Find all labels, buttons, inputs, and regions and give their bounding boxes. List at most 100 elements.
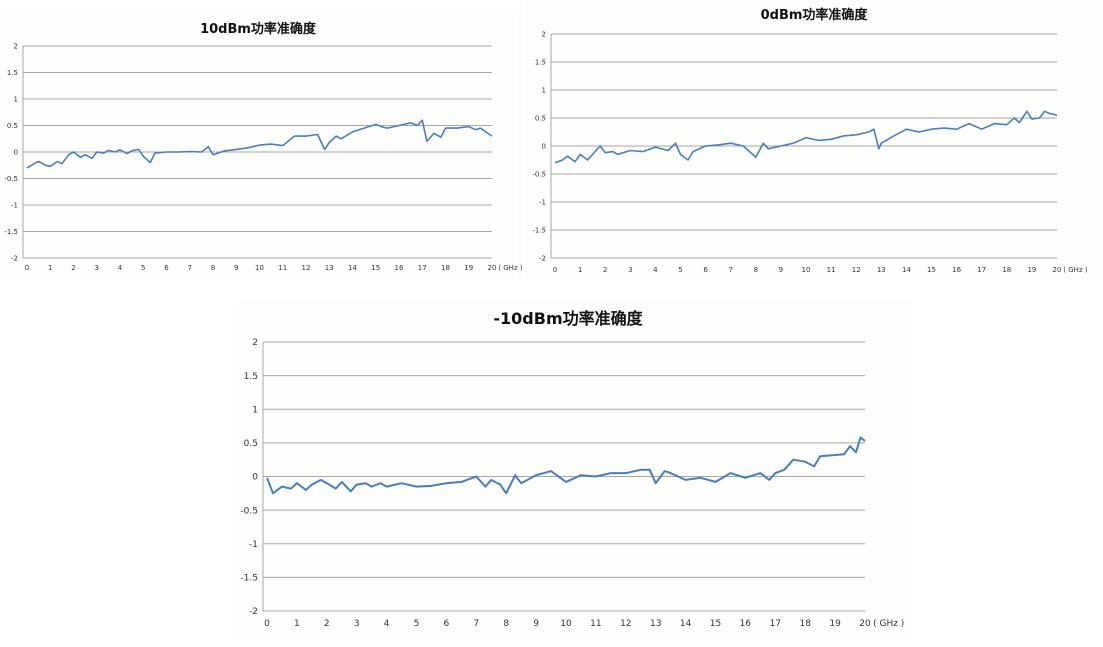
x-tick-label: 15 (710, 619, 721, 629)
x-tick-label: 7 (188, 264, 192, 272)
y-tick-label: -0.5 (4, 175, 18, 183)
y-tick-label: -1 (11, 201, 18, 209)
x-tick-label: 10 (255, 264, 264, 272)
x-axis-unit: ( GHz ) (498, 264, 523, 272)
x-tick-label: 3 (628, 266, 632, 274)
chart-2-title: 0dBm功率准确度 (760, 8, 868, 23)
x-tick-label: 8 (211, 264, 215, 272)
y-tick-label: 1.5 (7, 69, 18, 77)
chart-3-background (236, 300, 912, 640)
y-tick-label: -2 (539, 254, 546, 262)
x-tick-label: 11 (827, 266, 836, 274)
y-tick-label: 1 (14, 95, 18, 103)
x-tick-label: 11 (278, 264, 287, 272)
x-tick-label: 1 (48, 264, 52, 272)
x-tick-label: 19 (829, 619, 841, 629)
x-tick-label: 13 (877, 266, 886, 274)
x-tick-label: 3 (354, 619, 360, 629)
x-tick-label: 9 (234, 264, 238, 272)
x-tick-label: 4 (653, 266, 658, 274)
y-tick-label: -2 (11, 254, 18, 262)
x-tick-label: 15 (371, 264, 380, 272)
x-tick-label: 10 (802, 266, 811, 274)
series-line (266, 436, 866, 495)
x-tick-label: 15 (927, 266, 936, 274)
y-tick-label: 1 (252, 405, 258, 415)
y-tick-label: 0.5 (244, 439, 258, 449)
x-tick-label: 12 (620, 619, 631, 629)
y-tick-label: 2 (252, 338, 258, 348)
y-tick-label: -0.5 (532, 170, 546, 178)
y-tick-label: 1.5 (244, 372, 258, 382)
x-tick-label: 0 (25, 264, 29, 272)
y-tick-label: 1.5 (535, 58, 546, 66)
y-tick-label: 2 (14, 42, 18, 50)
x-tick-label: 6 (444, 619, 450, 629)
chart-2: 21.510.50-0.5-1-1.5-20 1 2 3 4 5 6 7 8 9 10 11 12 13 1… (532, 30, 1088, 274)
x-tick-label: 6 (164, 264, 169, 272)
x-tick-label: 17 (770, 619, 781, 629)
x-tick-label: 11 (590, 619, 601, 629)
x-tick-label: 2 (603, 266, 607, 274)
x-tick-label: 8 (754, 266, 758, 274)
x-tick-label: 1 (294, 619, 300, 629)
y-tick-label: -1 (539, 198, 546, 206)
y-tick-label: 0.5 (535, 114, 546, 122)
x-tick-label: 5 (141, 264, 145, 272)
x-tick-label: 16 (740, 619, 752, 629)
x-tick-label: 2 (324, 619, 330, 629)
x-tick-label: 18 (1002, 266, 1011, 274)
y-tick-label: -2 (249, 607, 258, 617)
x-tick-label: 9 (533, 619, 539, 629)
chart-3-title: -10dBm功率准确度 (493, 309, 643, 328)
chart-1: 21.510.50-0.5-1-1.5-20 1 2 3 4 5 6 7 8 9 10 11 12 13 1… (4, 42, 523, 272)
x-tick-label: 19 (464, 264, 473, 272)
y-tick-label: 0 (14, 148, 18, 156)
series-line (26, 119, 493, 169)
x-tick-label: 14 (902, 266, 911, 274)
x-tick-label: 18 (799, 619, 811, 629)
x-tick-label: 0 (553, 266, 557, 274)
x-tick-label: 5 (414, 619, 420, 629)
chart-3: 21.510.50-0.5-1-1.5-20 1 2 3 4 5 6 7 8 9 10 11 12 13 1… (240, 338, 904, 629)
x-tick-label: 8 (503, 619, 509, 629)
x-tick-label: 16 (952, 266, 961, 274)
x-tick-label: 2 (71, 264, 75, 272)
x-tick-label: 19 (1027, 266, 1036, 274)
y-tick-label: 1 (542, 86, 546, 94)
x-tick-label: 20 (859, 619, 871, 629)
x-axis-unit: ( GHz ) (1063, 266, 1088, 274)
x-tick-label: 6 (703, 266, 708, 274)
x-tick-label: 4 (118, 264, 123, 272)
x-tick-label: 14 (680, 619, 692, 629)
x-tick-label: 4 (384, 619, 390, 629)
y-tick-label: 0 (252, 473, 258, 483)
chart-1-title: 10dBm功率准确度 (200, 22, 316, 37)
x-tick-label: 18 (441, 264, 450, 272)
x-tick-label: 9 (779, 266, 783, 274)
x-tick-label: 13 (650, 619, 661, 629)
y-tick-label: 0 (542, 142, 546, 150)
x-tick-label: 12 (852, 266, 861, 274)
x-tick-label: 20 (488, 264, 497, 272)
x-tick-label: 12 (302, 264, 311, 272)
y-tick-label: 0.5 (7, 122, 18, 130)
x-tick-label: 14 (348, 264, 357, 272)
x-tick-label: 7 (473, 619, 479, 629)
y-tick-label: -1.5 (240, 574, 258, 584)
x-tick-label: 7 (728, 266, 732, 274)
x-tick-label: 5 (678, 266, 682, 274)
x-axis-unit: ( GHz ) (873, 619, 904, 629)
x-tick-label: 10 (560, 619, 572, 629)
x-tick-label: 16 (395, 264, 404, 272)
x-tick-label: 1 (578, 266, 582, 274)
x-tick-label: 3 (95, 264, 99, 272)
y-tick-label: -1.5 (4, 228, 18, 236)
y-tick-label: -1.5 (532, 226, 546, 234)
x-tick-label: 13 (325, 264, 334, 272)
series-line (554, 110, 1058, 164)
y-tick-label: 2 (542, 30, 546, 38)
y-tick-label: -0.5 (240, 506, 258, 516)
x-tick-label: 20 (1053, 266, 1062, 274)
